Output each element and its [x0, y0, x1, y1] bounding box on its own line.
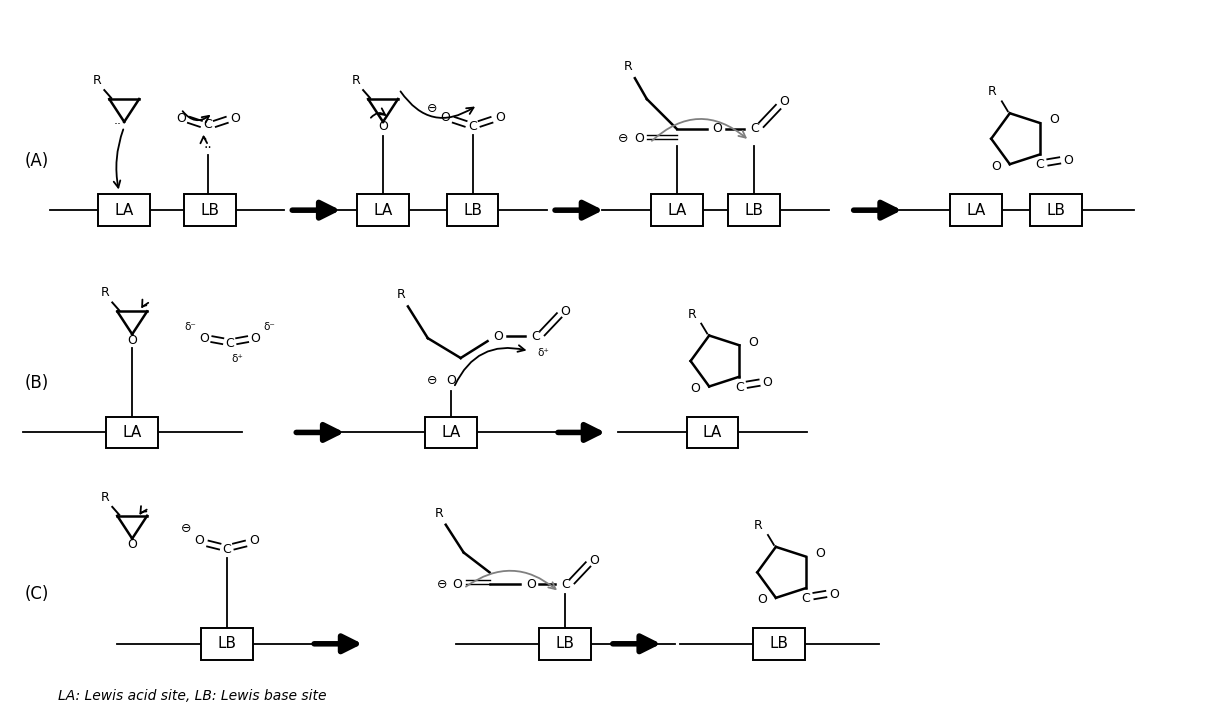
Text: O: O	[691, 382, 701, 395]
Text: O: O	[589, 554, 599, 567]
Text: C: C	[561, 578, 570, 590]
Text: LA: LA	[115, 203, 133, 218]
Text: LB: LB	[770, 637, 789, 651]
Text: ⊖: ⊖	[617, 132, 628, 145]
Text: O: O	[194, 534, 204, 547]
Text: O: O	[378, 120, 388, 133]
Text: LB: LB	[555, 637, 574, 651]
FancyBboxPatch shape	[98, 194, 150, 226]
Text: O: O	[453, 578, 463, 590]
Text: O: O	[493, 329, 503, 342]
Text: R: R	[624, 61, 633, 74]
FancyBboxPatch shape	[184, 194, 235, 226]
Text: R: R	[435, 507, 444, 520]
Text: δ⁻: δ⁻	[184, 322, 196, 332]
Text: R: R	[687, 308, 696, 321]
Text: O: O	[748, 336, 758, 349]
Text: LA: LA	[703, 425, 722, 440]
FancyBboxPatch shape	[107, 417, 158, 448]
Text: LB: LB	[745, 203, 764, 218]
Text: R: R	[101, 491, 109, 504]
Text: R: R	[351, 74, 360, 87]
Text: C: C	[204, 118, 212, 131]
Text: O: O	[127, 334, 137, 347]
Text: LA: Lewis acid site, LB: Lewis base site: LA: Lewis acid site, LB: Lewis base site	[57, 689, 326, 704]
Text: O: O	[829, 588, 839, 601]
Text: ⊖: ⊖	[181, 522, 191, 535]
Text: O: O	[230, 112, 240, 125]
FancyBboxPatch shape	[754, 628, 805, 660]
Text: O: O	[560, 305, 570, 318]
FancyBboxPatch shape	[539, 628, 591, 660]
Text: O: O	[1048, 113, 1058, 126]
Text: ··: ··	[113, 118, 121, 131]
Text: C: C	[468, 120, 478, 133]
Text: R: R	[754, 519, 762, 532]
Text: O: O	[496, 111, 505, 125]
Text: C: C	[801, 592, 811, 605]
Text: O: O	[127, 538, 137, 551]
Text: O: O	[713, 123, 722, 136]
Text: (B): (B)	[24, 373, 48, 392]
Text: O: O	[446, 374, 456, 387]
FancyBboxPatch shape	[447, 194, 498, 226]
Text: R: R	[92, 74, 102, 87]
Text: LB: LB	[1046, 203, 1065, 218]
FancyBboxPatch shape	[687, 417, 738, 448]
Text: R: R	[988, 85, 996, 98]
Text: LA: LA	[373, 203, 393, 218]
Text: C: C	[734, 381, 744, 394]
Text: δ⁺: δ⁺	[231, 354, 244, 364]
Text: LB: LB	[200, 203, 219, 218]
Text: δ⁻: δ⁻	[264, 322, 275, 332]
Text: ⊖: ⊖	[438, 578, 447, 590]
Text: R: R	[398, 288, 406, 301]
FancyBboxPatch shape	[728, 194, 781, 226]
Text: O: O	[1063, 154, 1073, 167]
Text: (A): (A)	[24, 151, 48, 169]
Text: LA: LA	[441, 425, 461, 440]
Text: LB: LB	[463, 203, 482, 218]
Text: δ⁺: δ⁺	[537, 348, 549, 358]
Text: C: C	[225, 337, 234, 350]
Text: LA: LA	[122, 425, 142, 440]
FancyBboxPatch shape	[425, 417, 476, 448]
Text: O: O	[440, 111, 450, 125]
Text: C: C	[222, 543, 231, 556]
Text: C: C	[531, 329, 539, 342]
Text: LA: LA	[967, 203, 985, 218]
Text: LA: LA	[667, 203, 686, 218]
Text: C: C	[750, 123, 759, 136]
FancyBboxPatch shape	[950, 194, 1002, 226]
Text: O: O	[762, 376, 772, 389]
Text: O: O	[250, 534, 259, 547]
Text: O: O	[779, 94, 789, 107]
Text: ⊖: ⊖	[428, 374, 438, 387]
Text: O: O	[176, 112, 185, 125]
Text: O: O	[758, 593, 767, 606]
Text: ⊖: ⊖	[427, 102, 438, 115]
Text: LB: LB	[217, 637, 236, 651]
FancyBboxPatch shape	[201, 628, 252, 660]
Text: (C): (C)	[24, 585, 48, 603]
Text: C: C	[1035, 159, 1045, 172]
FancyBboxPatch shape	[1030, 194, 1082, 226]
FancyBboxPatch shape	[358, 194, 408, 226]
Text: O: O	[251, 332, 261, 345]
Text: O: O	[526, 578, 536, 590]
Text: O: O	[814, 547, 824, 560]
FancyBboxPatch shape	[651, 194, 703, 226]
Text: O: O	[634, 132, 644, 145]
Text: O: O	[991, 159, 1001, 173]
Text: ··: ··	[204, 141, 212, 154]
Text: R: R	[101, 286, 109, 299]
Text: O: O	[199, 332, 208, 345]
